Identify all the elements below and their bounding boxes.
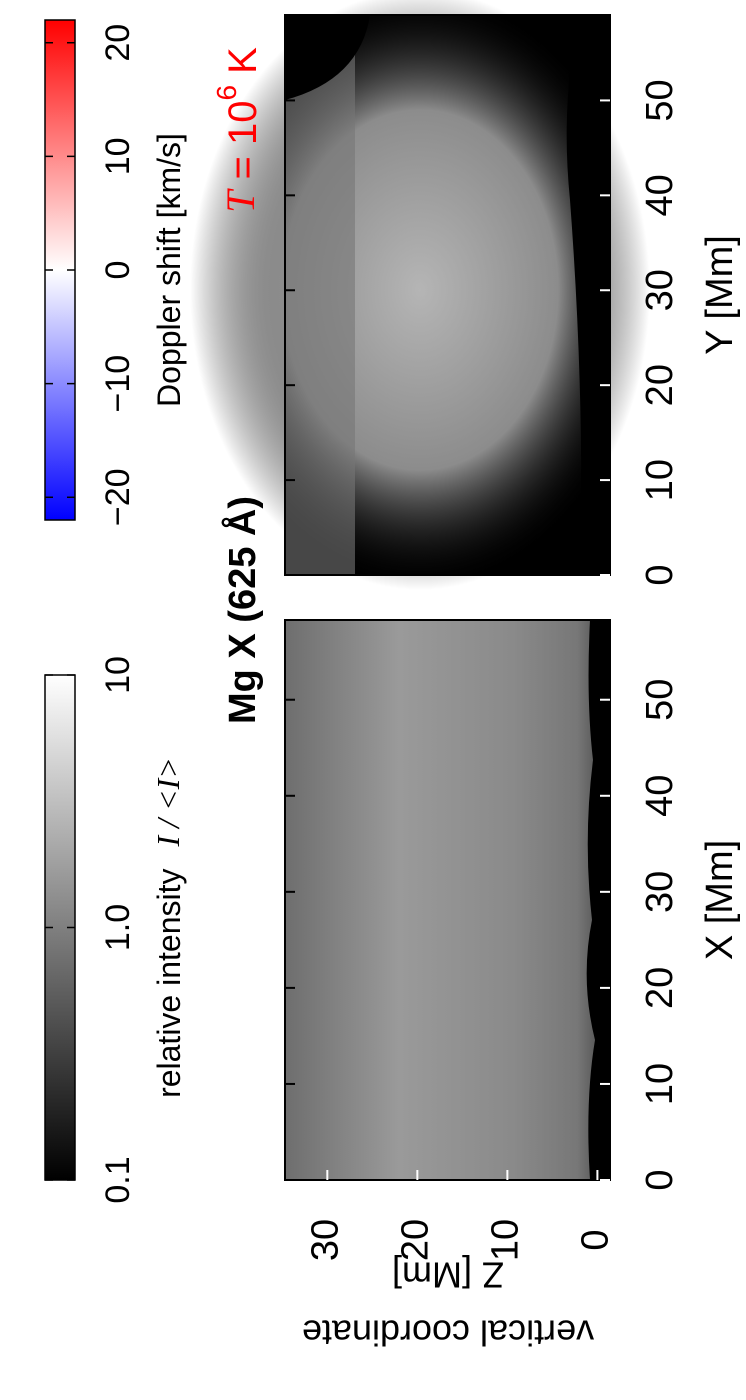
y-axis-label: Z [Mm] [392,1254,504,1295]
x-tick-label: 50 [639,679,681,721]
x-tick-label: 0 [639,1169,681,1190]
annotation: T = 106 K [211,47,264,213]
colorbar-label: relative intensity I / <I> [150,757,187,1098]
annotation-equals: = 10 [221,101,265,191]
x-axis-label: Y [Mm] [699,235,741,355]
colorbar-tick-label: −10 [99,355,137,413]
x-tick-label: 50 [639,79,681,121]
colorbar-tick-label: −20 [99,468,137,526]
colorbar-label-math: I / <I> [150,757,186,847]
rotated-figure: 0.1 1.0 10 relative intensity I / <I> −20 −10 0… [44,0,741,1353]
panel-frame [284,619,611,1181]
x-axis-label: X [Mm] [699,840,741,960]
y-tick-label: 20 [394,1219,436,1261]
colorbar-tick-label: 1.0 [99,904,137,951]
x-tick-label: 0 [639,564,681,585]
colorbar-tick-label: 0.1 [99,1156,137,1203]
x-tick-label: 20 [639,967,681,1009]
x-tick-label: 30 [639,871,681,913]
x-tick-label: 30 [639,269,681,311]
y-axis-label: vertical coordinate [302,1312,594,1353]
y-tick-label: 0 [574,1229,616,1250]
colorbar-tick-label: 0 [99,261,137,280]
x-tick-label: 40 [639,174,681,216]
y-tick-label: 30 [304,1219,346,1261]
colorbar-tick-label: 20 [99,24,137,62]
x-tick-label: 20 [639,364,681,406]
colorbar-tick-label: 10 [99,656,137,694]
annotation-exponent: 6 [211,85,242,101]
annotation-unit: K [221,47,265,85]
y-tick-label: 10 [484,1219,526,1261]
x-tick-label: 40 [639,775,681,817]
x-tick-label: 10 [639,459,681,501]
panel-frame [284,14,611,576]
left-panel-image [285,620,610,1180]
chart-title: Mg X (625 Å) [220,496,264,724]
annotation-symbol: T [218,188,263,213]
colorbar-label-text: Doppler shift [km/s] [151,133,187,407]
colorbar-tick-label: 10 [99,137,137,175]
right-panel-image [190,0,650,590]
colorbar-label-text: relative intensity [151,868,187,1097]
x-tick-label: 10 [639,1063,681,1105]
colorbar-label: Doppler shift [km/s] [151,133,187,407]
